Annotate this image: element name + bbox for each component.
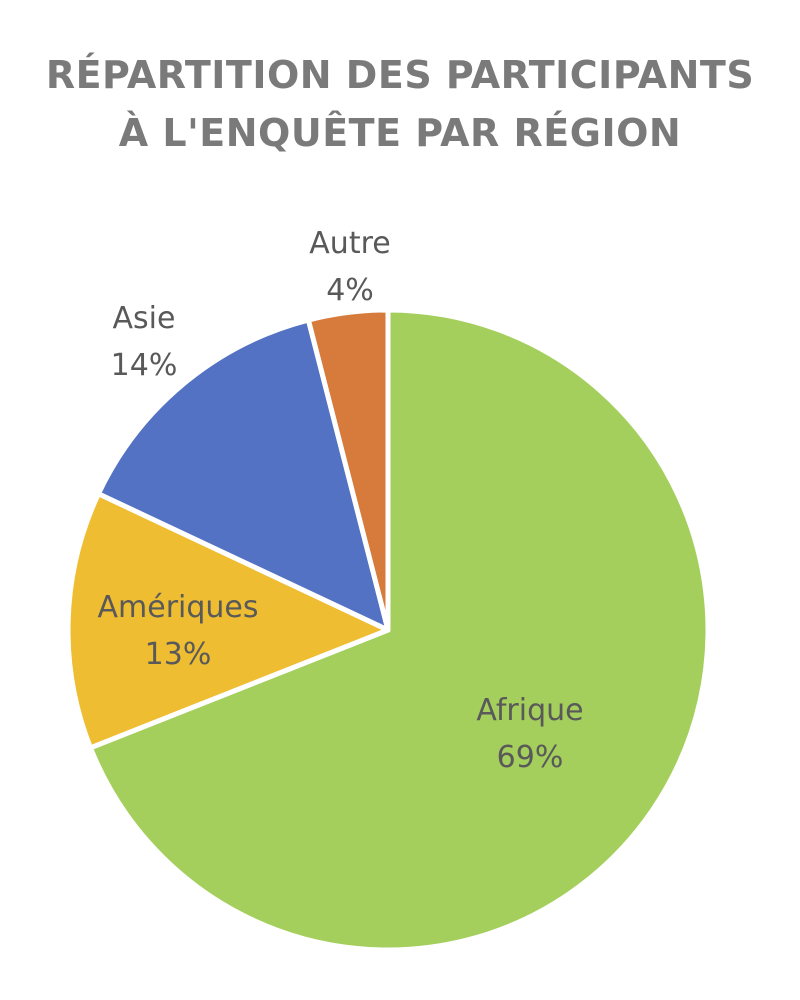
slice-label-ameriques: Amériques bbox=[97, 590, 258, 625]
pie-labels: Afrique 69% Amériques 13% Asie 14% Autre 4% bbox=[97, 226, 583, 775]
pie-slices bbox=[65, 307, 711, 953]
pie-slice-asie bbox=[95, 317, 391, 633]
pie-slice-ameriques bbox=[65, 491, 391, 751]
pie-slice-afrique bbox=[87, 307, 711, 953]
chart-title-line-2: À L'ENQUÊTE PAR RÉGION bbox=[118, 111, 682, 155]
slice-value-asie: 14% bbox=[111, 348, 178, 383]
slice-label-afrique: Afrique bbox=[476, 693, 583, 728]
chart-title-line-1: RÉPARTITION DES PARTICIPANTS bbox=[45, 53, 755, 97]
slice-label-asie: Asie bbox=[113, 301, 176, 336]
pie-slice-autre bbox=[305, 307, 391, 633]
slice-value-autre: 4% bbox=[326, 273, 374, 308]
slice-label-autre: Autre bbox=[309, 226, 390, 261]
slice-value-ameriques: 13% bbox=[145, 637, 212, 672]
slice-value-afrique: 69% bbox=[497, 740, 564, 775]
